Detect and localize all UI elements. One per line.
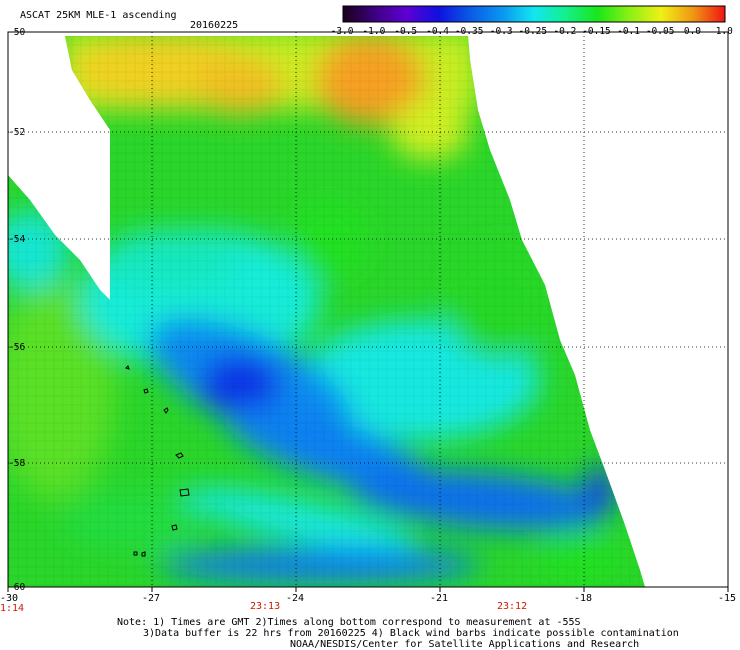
y-tick-label: -58 — [8, 458, 26, 469]
time-label: 23:12 — [497, 601, 528, 612]
x-tick-label: -30 — [0, 593, 19, 604]
lat-lon-grid — [8, 32, 728, 587]
y-tick-label: -56 — [8, 342, 26, 353]
time-label: 23:13 — [250, 601, 281, 612]
colorbar-label: -0.4 — [426, 26, 449, 37]
colorbar-label: -1.0 — [362, 26, 386, 37]
note-line-1: Note: 1) Times are GMT 2)Times along bot… — [117, 617, 581, 628]
y-tick-label: -52 — [8, 127, 26, 138]
map-title: ASCAT 25KM MLE-1 ascending — [20, 10, 177, 21]
x-tick-label: -21 — [430, 593, 449, 604]
credit-line: NOAA/NESDIS/Center for Satellite Applica… — [290, 639, 640, 650]
plot-frame — [7, 31, 729, 588]
colorbar-gradient — [342, 5, 726, 23]
x-tick-label: -15 — [718, 593, 737, 604]
axis-ticks — [7, 587, 729, 592]
colorbar-label: -0.25 — [518, 26, 548, 37]
map-date: 20160225 — [190, 20, 239, 31]
swath-data — [8, 36, 645, 587]
y-tick-label: -60 — [8, 582, 26, 593]
colorbar-label: 0.0 — [683, 26, 702, 37]
colorbar-label: -0.2 — [553, 26, 577, 37]
colorbar-label: 1.0 — [715, 26, 733, 37]
note-line-2: 3)Data buffer is 22 hrs from 20160225 4)… — [143, 628, 679, 639]
colorbar-label: -0.05 — [645, 26, 675, 37]
colorbar-label: -0.5 — [394, 26, 418, 37]
colorbar-label: -0.15 — [582, 26, 611, 37]
colorbar-label: -0.1 — [617, 26, 640, 37]
x-tick-label: -27 — [142, 593, 161, 604]
colorbar-label: -3.0 — [330, 26, 354, 37]
colorbar-label: -0.3 — [489, 26, 513, 37]
island-outlines — [125, 365, 190, 557]
colorbar — [342, 5, 726, 23]
y-tick-label: -54 — [8, 234, 26, 245]
y-tick-label: -50 — [8, 27, 26, 38]
x-tick-label: -24 — [286, 593, 305, 604]
time-label: 1:14 — [0, 603, 25, 614]
x-tick-label: -18 — [574, 593, 593, 604]
colorbar-label: -0.35 — [454, 26, 484, 37]
